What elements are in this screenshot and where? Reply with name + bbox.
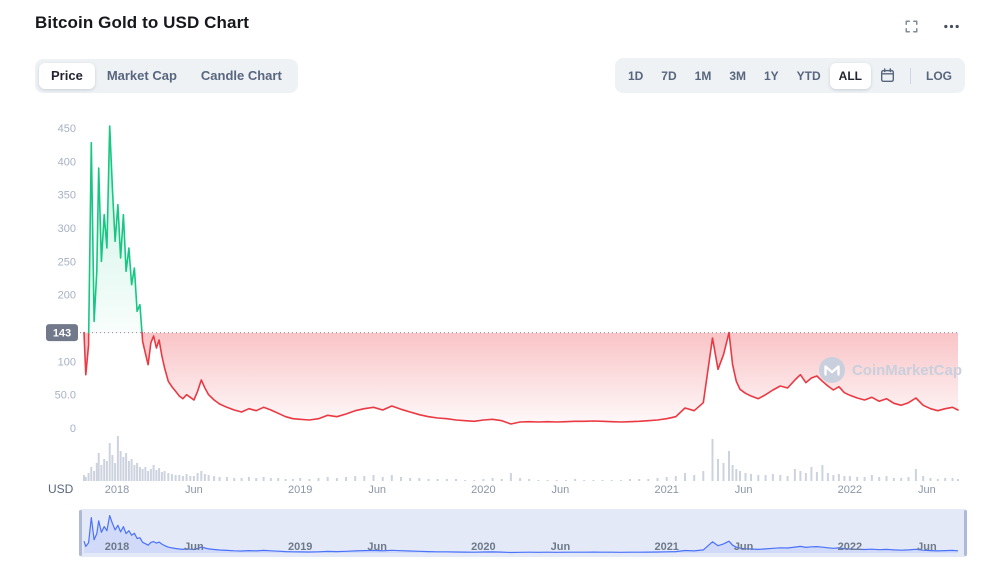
more-options-button[interactable]: [943, 18, 960, 35]
chart-toolbar: Price Market Cap Candle Chart 1D 7D 1M 3…: [35, 58, 965, 93]
svg-text:Jun: Jun: [367, 541, 387, 553]
svg-text:2021: 2021: [654, 484, 678, 496]
coinmarketcap-logo-icon: [818, 357, 845, 383]
svg-text:143: 143: [53, 327, 71, 339]
page-title: Bitcoin Gold to USD Chart: [35, 13, 250, 32]
svg-text:450: 450: [58, 123, 76, 135]
svg-text:Jun: Jun: [734, 541, 754, 553]
range-7d-button[interactable]: 7D: [652, 63, 685, 89]
tab-price[interactable]: Price: [39, 62, 95, 89]
y-axis-labels: 450 400 350 300 250 200 100 50.0 0: [55, 123, 76, 435]
fullscreen-icon: [905, 20, 918, 33]
tab-candle-chart[interactable]: Candle Chart: [189, 63, 294, 89]
x-axis-labels: 2018 Jun 2019 Jun 2020 Jun 2021 Jun 2022 Jun: [105, 484, 936, 496]
svg-text:0: 0: [70, 423, 76, 435]
range-1y-button[interactable]: 1Y: [755, 63, 788, 89]
svg-text:2019: 2019: [288, 541, 312, 553]
svg-text:Jun: Jun: [368, 484, 386, 496]
calendar-button[interactable]: [871, 62, 904, 89]
area-fill-up: [88, 126, 142, 333]
toolbar-divider: [910, 67, 911, 84]
svg-text:Jun: Jun: [918, 484, 936, 496]
svg-text:2019: 2019: [288, 484, 312, 496]
svg-text:Jun: Jun: [184, 541, 204, 553]
svg-text:350: 350: [58, 190, 76, 202]
svg-text:300: 300: [58, 223, 76, 235]
range-1d-button[interactable]: 1D: [619, 63, 652, 89]
svg-text:50.0: 50.0: [55, 390, 76, 402]
range-1m-button[interactable]: 1M: [686, 63, 721, 89]
header-actions: [904, 13, 960, 35]
fullscreen-button[interactable]: [904, 19, 919, 34]
svg-text:2022: 2022: [838, 541, 862, 553]
area-fill-down: [84, 332, 958, 424]
ellipsis-icon: [944, 24, 959, 29]
chart-header: Bitcoin Gold to USD Chart: [0, 0, 986, 44]
svg-text:Jun: Jun: [735, 484, 753, 496]
tab-market-cap[interactable]: Market Cap: [95, 63, 189, 89]
price-line: [83, 125, 959, 425]
svg-text:2020: 2020: [471, 484, 495, 496]
range-navigator[interactable]: 2018 Jun 2019 Jun 2020 Jun 2021 Jun 2022 Jun: [0, 508, 986, 572]
price-chart: 450 400 350 300 250 200 100 50.0 0 143 2018 Jun 2019…: [0, 101, 986, 501]
svg-text:2022: 2022: [838, 484, 862, 496]
baseline-price-badge: 143: [46, 324, 78, 342]
svg-text:400: 400: [58, 156, 76, 168]
navigator-canvas[interactable]: 2018 Jun 2019 Jun 2020 Jun 2021 Jun 2022 Jun: [0, 508, 986, 572]
navigator-handle-left[interactable]: [79, 510, 82, 556]
svg-text:Jun: Jun: [552, 484, 570, 496]
calendar-icon: [880, 68, 895, 83]
svg-text:Jun: Jun: [551, 541, 571, 553]
navigator-axis-labels: 2018 Jun 2019 Jun 2020 Jun 2021 Jun 2022 Jun: [105, 541, 937, 553]
navigator-handle-right[interactable]: [964, 510, 967, 556]
price-chart-canvas[interactable]: 450 400 350 300 250 200 100 50.0 0 143 2018 Jun 2019…: [0, 101, 986, 501]
navigator-line: [83, 515, 959, 554]
log-scale-button[interactable]: LOG: [917, 63, 961, 89]
range-3m-button[interactable]: 3M: [720, 63, 755, 89]
svg-text:2018: 2018: [105, 541, 129, 553]
svg-text:2018: 2018: [105, 484, 129, 496]
svg-text:Jun: Jun: [185, 484, 203, 496]
svg-text:100: 100: [58, 356, 76, 368]
volume-bars: [83, 436, 959, 481]
svg-text:250: 250: [58, 256, 76, 268]
svg-text:2020: 2020: [471, 541, 495, 553]
navigator-band[interactable]: [80, 509, 966, 557]
range-all-button[interactable]: ALL: [829, 62, 871, 89]
svg-text:2021: 2021: [654, 541, 678, 553]
range-controls: 1D 7D 1M 3M 1Y YTD ALL LOG: [614, 58, 965, 93]
watermark-label: CoinMarketCap: [851, 361, 962, 379]
range-ytd-button[interactable]: YTD: [788, 63, 830, 89]
svg-text:Jun: Jun: [917, 541, 937, 553]
chart-type-tabs: Price Market Cap Candle Chart: [35, 58, 298, 93]
svg-text:200: 200: [58, 290, 76, 302]
watermark: CoinMarketCap: [818, 357, 962, 383]
unit-label: USD: [48, 482, 74, 496]
